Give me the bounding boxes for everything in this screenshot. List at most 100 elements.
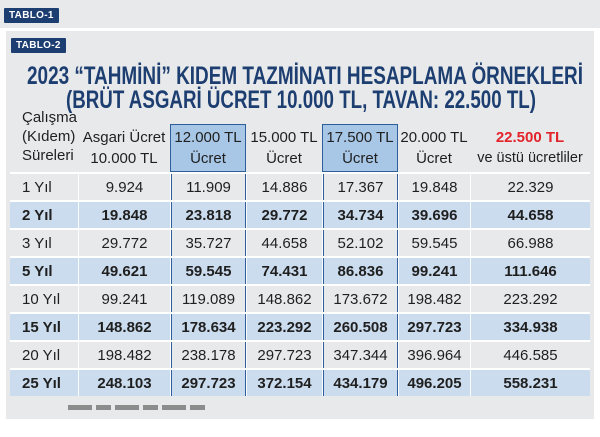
value-cell: 396.964 bbox=[398, 342, 470, 368]
column-header-text: Ücret bbox=[190, 150, 226, 167]
value-cell: 434.179 bbox=[322, 370, 398, 396]
value-cell: 29.772 bbox=[78, 230, 170, 256]
column-header: 17.500 TL Ücret bbox=[322, 106, 398, 172]
column-header-text: 10.000 TL bbox=[90, 150, 158, 167]
value-cell: 297.723 bbox=[170, 370, 246, 396]
value-cell: 347.344 bbox=[322, 342, 398, 368]
table-row: 2 Yıl 19.848 23.818 29.772 34.734 39.696 44.65… bbox=[10, 200, 590, 228]
column-header-text: Çalışma bbox=[22, 109, 78, 126]
row-label: 3 Yıl bbox=[22, 234, 52, 252]
value-cell: 223.292 bbox=[470, 286, 590, 312]
column-header-text: 22.500 TL bbox=[495, 129, 565, 146]
value-cell: 260.508 bbox=[322, 314, 398, 340]
value-cell: 74.431 bbox=[246, 258, 322, 284]
value-cell: 99.241 bbox=[78, 286, 170, 312]
value-cell: 238.178 bbox=[170, 342, 246, 368]
table-row: 10 Yıl 99.241 119.089 148.862 173.672 198.482… bbox=[10, 284, 590, 312]
column-header-text: (Kıdem) bbox=[22, 128, 76, 145]
value-cell: 44.658 bbox=[470, 202, 590, 228]
table-row: 1 Yıl 9.924 11.909 14.886 17.367 19.848 22.329 bbox=[10, 172, 590, 200]
column-header-text: Ücret bbox=[342, 150, 378, 167]
column-header-text: Ücret bbox=[266, 150, 302, 167]
row-label: 25 Yıl bbox=[22, 374, 61, 392]
value-cell: 59.545 bbox=[170, 258, 246, 284]
table-row: 25 Yıl 248.103 297.723 372.154 434.179 496.20… bbox=[10, 368, 590, 396]
value-cell: 39.696 bbox=[398, 202, 470, 228]
value-cell: 44.658 bbox=[246, 230, 322, 256]
value-cell: 66.988 bbox=[470, 230, 590, 256]
value-cell: 297.723 bbox=[398, 314, 470, 340]
value-cell: 173.672 bbox=[322, 286, 398, 312]
table-body: 1 Yıl 9.924 11.909 14.886 17.367 19.848 22.329… bbox=[10, 172, 590, 396]
column-header-text: Ücret bbox=[416, 150, 452, 167]
column-header-box: 17.500 TL Ücret bbox=[322, 124, 398, 172]
row-label: 2 Yıl bbox=[22, 206, 53, 224]
column-header: 12.000 TL Ücret bbox=[170, 106, 246, 172]
value-cell: 19.848 bbox=[398, 174, 470, 200]
value-cell: 148.862 bbox=[246, 286, 322, 312]
value-cell: 9.924 bbox=[78, 174, 170, 200]
value-cell: 119.089 bbox=[170, 286, 246, 312]
value-cell: 558.231 bbox=[470, 370, 590, 396]
value-cell: 23.818 bbox=[170, 202, 246, 228]
value-cell: 14.886 bbox=[246, 174, 322, 200]
value-cell: 22.329 bbox=[470, 174, 590, 200]
row-label: 5 Yıl bbox=[22, 262, 53, 280]
value-cell: 446.585 bbox=[470, 342, 590, 368]
column-header-box: Çalışma (Kıdem) Süreleri bbox=[22, 108, 78, 165]
value-cell: 198.482 bbox=[398, 286, 470, 312]
previous-table-strip: TABLO-1 bbox=[0, 0, 600, 28]
column-header-box: 12.000 TL Ücret bbox=[170, 124, 246, 172]
column-header: Çalışma (Kıdem) Süreleri bbox=[10, 106, 78, 172]
value-cell: 111.646 bbox=[470, 258, 590, 284]
value-cell: 248.103 bbox=[78, 370, 170, 396]
table-tag-previous: TABLO-1 bbox=[4, 8, 59, 23]
table-tag-current: TABLO-2 bbox=[11, 38, 66, 53]
value-cell: 496.205 bbox=[398, 370, 470, 396]
column-header: 22.500 TL ve üstü ücretliler bbox=[470, 106, 590, 172]
row-label: 15 Yıl bbox=[22, 318, 61, 336]
row-label: 20 Yıl bbox=[22, 346, 61, 364]
column-header: Asgari Ücret 10.000 TL bbox=[78, 106, 170, 172]
column-header-text: ve üstü ücretliler bbox=[477, 150, 583, 166]
value-cell: 178.634 bbox=[170, 314, 246, 340]
column-header-text: 20.000 TL bbox=[400, 129, 468, 146]
value-cell: 334.938 bbox=[470, 314, 590, 340]
value-cell: 297.723 bbox=[246, 342, 322, 368]
column-header-text: 17.500 TL bbox=[326, 129, 394, 146]
row-label: 1 Yıl bbox=[22, 178, 52, 196]
value-cell: 35.727 bbox=[170, 230, 246, 256]
table-header-row: Çalışma (Kıdem) Süreleri Asgari Ücret 10.000… bbox=[10, 106, 590, 172]
value-cell: 59.545 bbox=[398, 230, 470, 256]
table-row: 15 Yıl 148.862 178.634 223.292 260.508 297.72… bbox=[10, 312, 590, 340]
value-cell: 34.734 bbox=[322, 202, 398, 228]
column-header-text: Asgari Ücret bbox=[82, 129, 166, 146]
table-row: 3 Yıl 29.772 35.727 44.658 52.102 59.545 66.98… bbox=[10, 228, 590, 256]
column-header: 20.000 TL Ücret bbox=[398, 106, 470, 172]
table-row: 5 Yıl 49.621 59.545 74.431 86.836 99.241 111.6… bbox=[10, 256, 590, 284]
value-cell: 11.909 bbox=[170, 174, 246, 200]
column-header-box: 20.000 TL Ücret bbox=[398, 124, 470, 172]
table-row: 20 Yıl 198.482 238.178 297.723 347.344 396.96… bbox=[10, 340, 590, 368]
value-cell: 372.154 bbox=[246, 370, 322, 396]
value-cell: 99.241 bbox=[398, 258, 470, 284]
row-label: 10 Yıl bbox=[22, 290, 61, 308]
cropped-text-fragment bbox=[68, 405, 206, 410]
value-cell: 17.367 bbox=[322, 174, 398, 200]
value-cell: 29.772 bbox=[246, 202, 322, 228]
value-cell: 148.862 bbox=[78, 314, 170, 340]
column-header-text: 15.000 TL bbox=[250, 129, 318, 146]
data-table: Çalışma (Kıdem) Süreleri Asgari Ücret 10.000… bbox=[10, 106, 590, 396]
value-cell: 49.621 bbox=[78, 258, 170, 284]
column-header-text: 12.000 TL bbox=[174, 129, 242, 146]
value-cell: 52.102 bbox=[322, 230, 398, 256]
value-cell: 198.482 bbox=[78, 342, 170, 368]
value-cell: 86.836 bbox=[322, 258, 398, 284]
value-cell: 19.848 bbox=[78, 202, 170, 228]
column-header-box: 15.000 TL Ücret bbox=[246, 124, 322, 172]
column-header-box: 22.500 TL ve üstü ücretliler bbox=[470, 124, 590, 172]
column-header-box: Asgari Ücret 10.000 TL bbox=[78, 124, 170, 172]
value-cell: 223.292 bbox=[246, 314, 322, 340]
column-header: 15.000 TL Ücret bbox=[246, 106, 322, 172]
column-header-text: Süreleri bbox=[22, 147, 74, 164]
